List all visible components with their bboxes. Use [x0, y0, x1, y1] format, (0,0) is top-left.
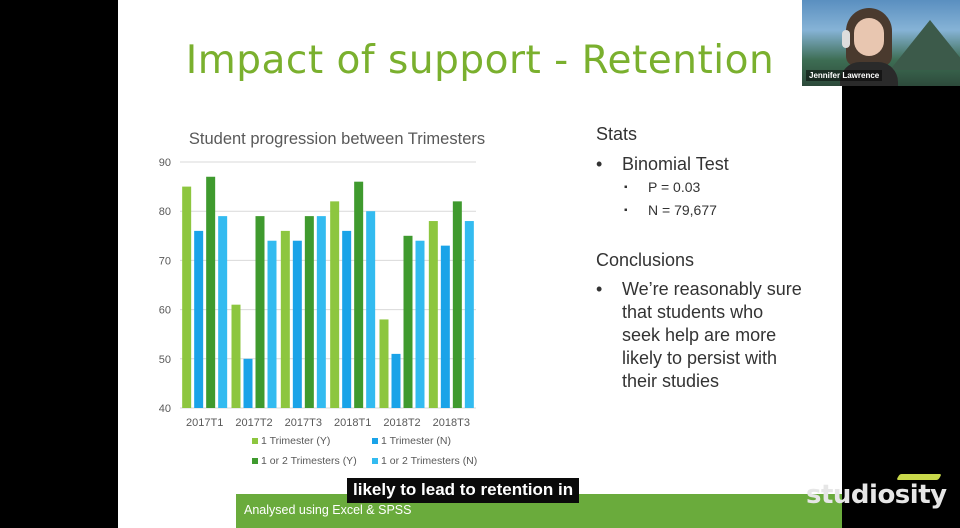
bar — [391, 353, 401, 408]
bar — [218, 216, 228, 408]
chart-svg: Student progression between Trimesters 40… — [159, 130, 485, 467]
y-tick-label: 90 — [159, 157, 171, 169]
bar — [280, 230, 290, 408]
bar — [452, 201, 462, 408]
left-letterbox — [0, 0, 118, 528]
footer-text: Analysed using Excel & SPSS — [244, 503, 412, 517]
presentation-slide: Impact of support - Retention Analysed u… — [118, 0, 842, 528]
chart-title: Student progression between Trimesters — [189, 130, 485, 148]
bar — [403, 235, 413, 408]
bar — [243, 358, 253, 408]
bar — [342, 230, 352, 408]
legend-swatch — [252, 438, 258, 444]
webcam-background — [890, 20, 960, 70]
bar — [354, 181, 364, 408]
conclusions-heading: Conclusions — [596, 250, 695, 270]
person-face — [854, 18, 884, 56]
y-tick-label: 40 — [159, 403, 171, 415]
y-tick-label: 50 — [159, 354, 171, 366]
progression-chart: Student progression between Trimesters 40… — [118, 118, 518, 478]
bar — [194, 230, 204, 408]
y-tick-label: 80 — [159, 206, 171, 218]
bar — [464, 221, 474, 408]
bar — [231, 304, 241, 408]
webcam-person — [840, 6, 898, 86]
y-tick-label: 60 — [159, 305, 171, 317]
stats-panel: Stats Binomial Test P = 0.03 N = 79,677 … — [596, 124, 806, 393]
bar — [440, 245, 450, 408]
stats-n-value: N = 79,677 — [620, 199, 806, 222]
bar — [206, 176, 216, 408]
participant-name: Jennifer Lawrence — [806, 70, 883, 81]
slide-title: Impact of support - Retention — [185, 38, 775, 83]
bar — [330, 201, 340, 408]
legend-swatch — [372, 438, 378, 444]
legend-swatch — [372, 458, 378, 464]
x-tick-label: 2017T2 — [235, 417, 272, 429]
bar — [379, 319, 389, 408]
bar — [316, 216, 326, 408]
stats-heading: Stats — [596, 124, 638, 144]
stats-p-value: P = 0.03 — [620, 176, 806, 199]
subtitle-caption: likely to lead to retention in — [347, 478, 580, 503]
x-tick-label: 2017T3 — [285, 417, 322, 429]
webcam-thumbnail[interactable]: Jennifer Lawrence — [802, 0, 960, 86]
headphone-icon — [842, 30, 850, 48]
bar — [366, 211, 376, 408]
bar — [428, 221, 438, 408]
x-tick-label: 2018T1 — [334, 417, 371, 429]
legend-label: 1 or 2 Trimesters (Y) — [261, 455, 357, 467]
bar — [304, 216, 314, 408]
bar — [292, 240, 302, 408]
x-tick-label: 2017T1 — [186, 417, 223, 429]
x-tick-label: 2018T2 — [383, 417, 420, 429]
bar — [267, 240, 277, 408]
bar — [182, 186, 192, 408]
slide-footer-bar: Analysed using Excel & SPSS — [236, 494, 842, 528]
conclusions-text: We’re reasonably sure that students who … — [596, 278, 806, 393]
studiosity-logo: studiosity — [806, 480, 947, 510]
legend-label: 1 Trimester (Y) — [261, 435, 330, 447]
bar — [255, 216, 265, 408]
legend-label: 1 Trimester (N) — [381, 435, 451, 447]
x-tick-label: 2018T3 — [433, 417, 470, 429]
stats-test: Binomial Test — [596, 153, 806, 176]
bar — [415, 240, 425, 408]
y-tick-label: 70 — [159, 255, 171, 267]
right-letterbox — [842, 0, 960, 528]
legend-swatch — [252, 458, 258, 464]
legend-label: 1 or 2 Trimesters (N) — [381, 455, 477, 467]
